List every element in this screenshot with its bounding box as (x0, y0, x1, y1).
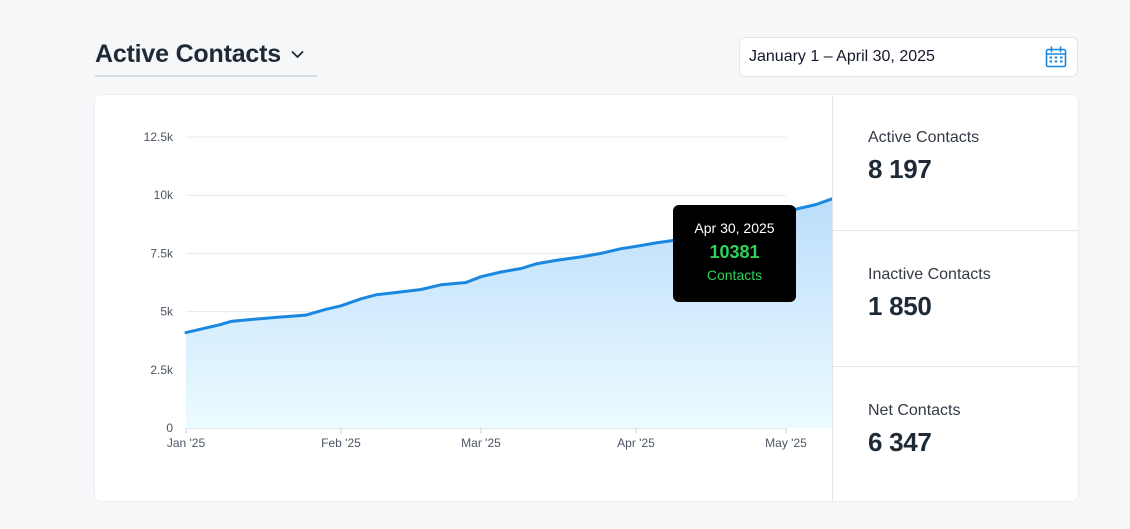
panel-divider (832, 95, 833, 501)
x-tick-label: Mar '25 (461, 436, 501, 450)
x-tick-label: Feb '25 (321, 436, 361, 450)
stat-active-contacts: Active Contacts 8 197 (833, 95, 1078, 231)
tooltip-unit: Contacts (706, 267, 763, 283)
y-tick-label: 5k (160, 305, 174, 319)
stat-inactive-contacts: Inactive Contacts 1 850 (833, 230, 1078, 366)
y-tick-label: 12.5k (144, 130, 174, 144)
stat-value: 8 197 (868, 154, 932, 184)
chart-tooltip: Apr 30, 2025 10381 Contacts (673, 205, 796, 302)
x-tick-label: Apr '25 (617, 436, 655, 450)
y-tick-label: 2.5k (150, 363, 174, 377)
page-title: Active Contacts (95, 40, 281, 68)
stat-value: 6 347 (868, 427, 932, 457)
y-tick-label: 7.5k (150, 246, 174, 260)
x-tick-label: Jan '25 (167, 436, 206, 450)
y-tick-label: 10k (154, 188, 174, 202)
chart-panel: 0 2.5k 5k 7.5k 10k 12.5k Jan '25 Feb '25 Mar '2… (95, 95, 910, 501)
y-tick-label: 0 (166, 421, 173, 435)
date-range-text: January 1 – April 30, 2025 (749, 48, 935, 65)
date-range-picker[interactable]: January 1 – April 30, 2025 (739, 37, 1078, 77)
stat-value: 1 850 (868, 291, 932, 321)
x-tick-label: May '25 (765, 436, 807, 450)
stat-label: Inactive Contacts (868, 266, 991, 283)
stats-panel: Active Contacts 8 197 Inactive Contacts … (833, 95, 1078, 501)
stat-net-contacts: Net Contacts 6 347 (833, 366, 1078, 502)
page-title-dropdown[interactable]: Active Contacts (95, 40, 317, 77)
contacts-card: 0 2.5k 5k 7.5k 10k 12.5k Jan '25 Feb '25 Mar '2… (95, 95, 1078, 501)
tooltip-value: 10381 (709, 242, 760, 262)
chevron-down-icon (291, 50, 304, 59)
tooltip-date: Apr 30, 2025 (694, 220, 775, 236)
stat-label: Net Contacts (868, 402, 961, 419)
stat-label: Active Contacts (868, 129, 980, 146)
calendar-icon[interactable] (1045, 46, 1067, 68)
